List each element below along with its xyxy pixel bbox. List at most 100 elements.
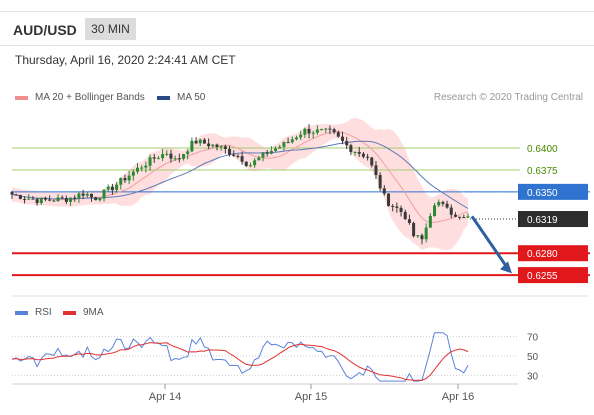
candle-body (35, 199, 39, 204)
candle-body (94, 197, 98, 201)
candle-body (115, 184, 119, 191)
level-label-0.6350: 0.6350 (527, 188, 558, 199)
level-label-0.6255: 0.6255 (527, 271, 558, 282)
ma50-swatch (157, 95, 170, 100)
legend-rsi-ma-label: 9MA (83, 307, 104, 318)
candle-body (89, 193, 93, 198)
candle-body (140, 167, 144, 169)
candle-body (110, 186, 114, 191)
candle-body (340, 136, 344, 142)
candle-body (198, 139, 202, 144)
candle-body (169, 153, 173, 159)
top-border (0, 11, 594, 12)
candle-body (299, 134, 303, 138)
candle-body (60, 197, 64, 199)
candle-body (123, 178, 127, 181)
candle-body (240, 156, 244, 162)
candle-body (202, 139, 206, 144)
candle-body (31, 198, 35, 200)
candle-body (366, 156, 370, 158)
candle-body (462, 217, 466, 219)
candle-body (315, 129, 319, 133)
candle-body (73, 197, 77, 199)
candle-body (190, 140, 194, 152)
candle-body (56, 197, 60, 202)
candle-body (253, 160, 257, 166)
candle-body (349, 145, 353, 153)
candle-body (412, 222, 416, 237)
level-label-0.6400: 0.6400 (527, 144, 558, 155)
candle-body (228, 148, 232, 155)
timeframe-badge[interactable]: 30 MIN (85, 18, 136, 40)
x-tick-label: Apr 14 (149, 391, 181, 403)
rsi-swatch (15, 310, 28, 315)
candle-body (165, 153, 169, 155)
candle-body (274, 148, 278, 151)
rsi-line (11, 332, 469, 382)
candle-body (294, 137, 298, 140)
candle-body (403, 211, 407, 220)
candle-body (43, 197, 47, 200)
candle-body (303, 128, 307, 135)
candle-body (399, 207, 403, 212)
candle-body (18, 194, 22, 200)
x-tick-label: Apr 16 (442, 391, 474, 403)
candle-body (378, 175, 382, 189)
level-tag-0.6255 (518, 267, 588, 284)
candle-body (207, 143, 211, 147)
rsi-ma-line (11, 342, 469, 381)
candle-body (307, 128, 311, 134)
candles (10, 124, 470, 245)
candle-body (232, 154, 236, 156)
candle-body (102, 189, 106, 199)
candle-body (119, 178, 123, 185)
candle-body (186, 151, 190, 155)
candle-body (290, 139, 294, 143)
rsi-ma-swatch (63, 310, 76, 315)
candle-body (395, 206, 399, 208)
candle-body (85, 193, 89, 196)
candle-body (27, 198, 31, 200)
candle-body (131, 171, 135, 176)
candle-body (77, 193, 81, 199)
candle-body (361, 153, 365, 157)
candle-body (219, 146, 223, 148)
candle-body (173, 158, 177, 160)
candle-body (244, 161, 248, 167)
legend-rsi: RSI (15, 307, 52, 318)
legend-ma50: MA 50 (157, 92, 205, 103)
candle-body (437, 201, 441, 206)
candle-body (39, 197, 43, 204)
candle-body (416, 235, 420, 237)
rsi-tick-30: 30 (527, 371, 539, 382)
candle-body (10, 191, 14, 195)
candle-body (345, 141, 349, 146)
last-price-label: 0.6319 (527, 215, 558, 226)
candle-body (127, 175, 131, 181)
candle-body (328, 128, 332, 130)
candle-body (248, 165, 252, 167)
candle-body (424, 227, 428, 240)
rsi-tick-50: 50 (527, 352, 539, 363)
candle-body (311, 132, 315, 134)
scenario-arrow-shaft (470, 215, 509, 269)
last-price-tag (518, 211, 588, 228)
candle-body (387, 193, 391, 206)
chart-timestamp: Thursday, April 16, 2020 2:24:41 AM CET (15, 53, 236, 67)
candle-body (428, 215, 432, 228)
candle-body (269, 150, 273, 154)
candle-body (357, 151, 361, 154)
candle-body (161, 154, 165, 159)
candle-body (441, 201, 445, 204)
candle-body (257, 157, 261, 161)
candle-body (211, 144, 215, 147)
symbol-title: AUD/USD (13, 22, 77, 38)
candle-body (223, 146, 227, 149)
candle-body (453, 214, 457, 217)
candle-body (136, 167, 140, 172)
candle-body (144, 165, 148, 168)
candle-body (445, 203, 449, 208)
candle-body (407, 219, 411, 223)
candle-body (23, 199, 27, 201)
